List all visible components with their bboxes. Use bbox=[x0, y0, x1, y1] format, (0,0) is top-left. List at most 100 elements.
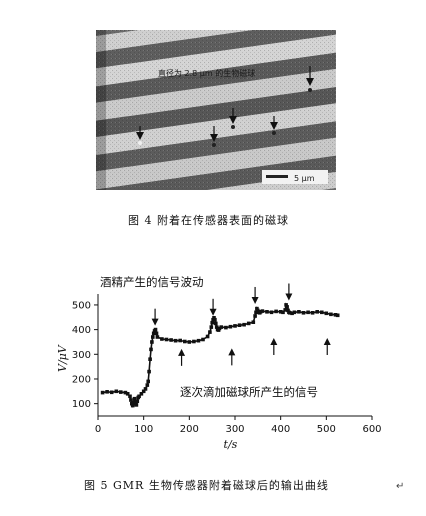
data-point bbox=[155, 335, 160, 339]
data-point bbox=[132, 396, 137, 401]
x-tick-label: 500 bbox=[317, 424, 336, 435]
data-point bbox=[251, 320, 256, 324]
data-point bbox=[254, 310, 258, 315]
data-point bbox=[292, 310, 297, 315]
data-point bbox=[228, 324, 233, 329]
data-point bbox=[219, 325, 224, 329]
data-point bbox=[242, 322, 246, 327]
data-point bbox=[301, 311, 306, 315]
y-tick-label: 300 bbox=[72, 350, 91, 361]
arrow-down-icon bbox=[285, 283, 293, 301]
data-point bbox=[139, 392, 144, 396]
data-point bbox=[214, 325, 219, 329]
annotation-alcohol-fluctuation: 酒精产生的信号波动 bbox=[100, 275, 204, 289]
data-point bbox=[213, 317, 217, 322]
annotation-bead-signal: 逐次滴加磁球所产生的信号 bbox=[180, 385, 318, 399]
data-point bbox=[196, 338, 201, 343]
data-point bbox=[224, 325, 228, 330]
data-point bbox=[151, 335, 155, 339]
scale-bar-label: 5 μm bbox=[294, 174, 315, 183]
arrow-down-icon bbox=[251, 286, 259, 304]
data-point bbox=[164, 337, 169, 342]
data-point bbox=[173, 338, 178, 343]
data-point bbox=[335, 313, 340, 318]
data-point bbox=[146, 379, 150, 384]
photo-label: 直径为 2.8 μm 的生物磁球 bbox=[158, 68, 255, 78]
x-tick-label: 300 bbox=[225, 424, 244, 435]
x-tick-label: 600 bbox=[362, 424, 381, 435]
data-point bbox=[297, 310, 301, 314]
data-point bbox=[130, 403, 135, 408]
data-point bbox=[310, 311, 315, 315]
output-curve-chart: 0 100 200 300 400 500 600 100 200 300 400 500 V/μV … bbox=[0, 262, 426, 462]
data-point bbox=[119, 390, 123, 394]
data-point bbox=[201, 337, 205, 342]
scale-bar: 5 μm bbox=[262, 170, 328, 184]
arrow-up-icon bbox=[323, 337, 331, 355]
data-point bbox=[169, 338, 173, 342]
bead-arrow-icon bbox=[136, 126, 144, 140]
data-point bbox=[265, 310, 269, 314]
y-tick-label: 400 bbox=[72, 325, 91, 336]
data-point bbox=[269, 310, 274, 315]
data-point bbox=[320, 310, 324, 315]
data-point bbox=[256, 308, 260, 313]
data-point bbox=[329, 312, 333, 317]
data-point bbox=[148, 357, 152, 361]
data-point bbox=[114, 389, 119, 394]
return-mark: ↵ bbox=[396, 481, 405, 492]
data-point bbox=[290, 311, 294, 316]
data-point bbox=[151, 331, 156, 336]
data-point bbox=[288, 311, 292, 315]
data-point bbox=[149, 347, 153, 352]
data-point bbox=[208, 330, 212, 334]
data-point bbox=[192, 339, 196, 344]
data-point bbox=[178, 338, 182, 343]
data-point bbox=[278, 310, 283, 314]
data-point bbox=[160, 337, 164, 341]
x-tick-label: 200 bbox=[180, 424, 199, 435]
data-point bbox=[286, 308, 290, 313]
arrow-up-icon bbox=[228, 348, 236, 366]
bead-arrow-icon bbox=[210, 126, 218, 142]
data-point bbox=[141, 389, 146, 394]
data-point bbox=[125, 392, 130, 396]
y-tick-label: 100 bbox=[72, 399, 91, 410]
data-point bbox=[183, 339, 187, 344]
data-point bbox=[153, 327, 158, 332]
figure-5-caption: 图 5 GMR 生物传感器附着磁球后的输出曲线 bbox=[84, 479, 329, 492]
x-tick-label: 100 bbox=[134, 424, 153, 435]
data-point bbox=[143, 387, 148, 391]
y-tick-label: 500 bbox=[72, 300, 91, 311]
data-point bbox=[246, 321, 251, 326]
data-point bbox=[260, 309, 265, 313]
arrow-up-icon bbox=[270, 337, 278, 355]
data-point bbox=[253, 314, 257, 318]
data-point bbox=[109, 390, 114, 395]
figure-4-caption: 图 4 附着在传感器表面的磁球 bbox=[128, 214, 289, 227]
arrow-down-icon bbox=[209, 298, 217, 316]
data-point bbox=[315, 310, 319, 314]
x-tick-label: 0 bbox=[95, 424, 101, 435]
bead-arrow-icon bbox=[306, 66, 314, 86]
bead-arrow-icon bbox=[229, 108, 237, 124]
arrow-down-icon bbox=[151, 308, 159, 326]
data-point bbox=[212, 316, 216, 320]
sensor-surface-micrograph: 直径为 2.8 μm 的生物磁球 5 μm bbox=[96, 30, 336, 190]
data-point bbox=[100, 390, 105, 395]
data-point bbox=[154, 331, 159, 336]
arrow-up-icon bbox=[178, 348, 186, 366]
data-point bbox=[285, 305, 289, 309]
data-point bbox=[105, 390, 109, 394]
data-point bbox=[324, 311, 329, 316]
data-point bbox=[237, 323, 242, 327]
data-point bbox=[145, 383, 150, 387]
data-point bbox=[210, 320, 214, 325]
bead-arrow-icon bbox=[270, 116, 278, 130]
data-point bbox=[128, 394, 132, 399]
data-point bbox=[147, 369, 151, 374]
data-point bbox=[283, 308, 287, 312]
data-point bbox=[205, 334, 210, 339]
data-point bbox=[255, 306, 259, 311]
x-axis-label: t/s bbox=[224, 438, 238, 451]
